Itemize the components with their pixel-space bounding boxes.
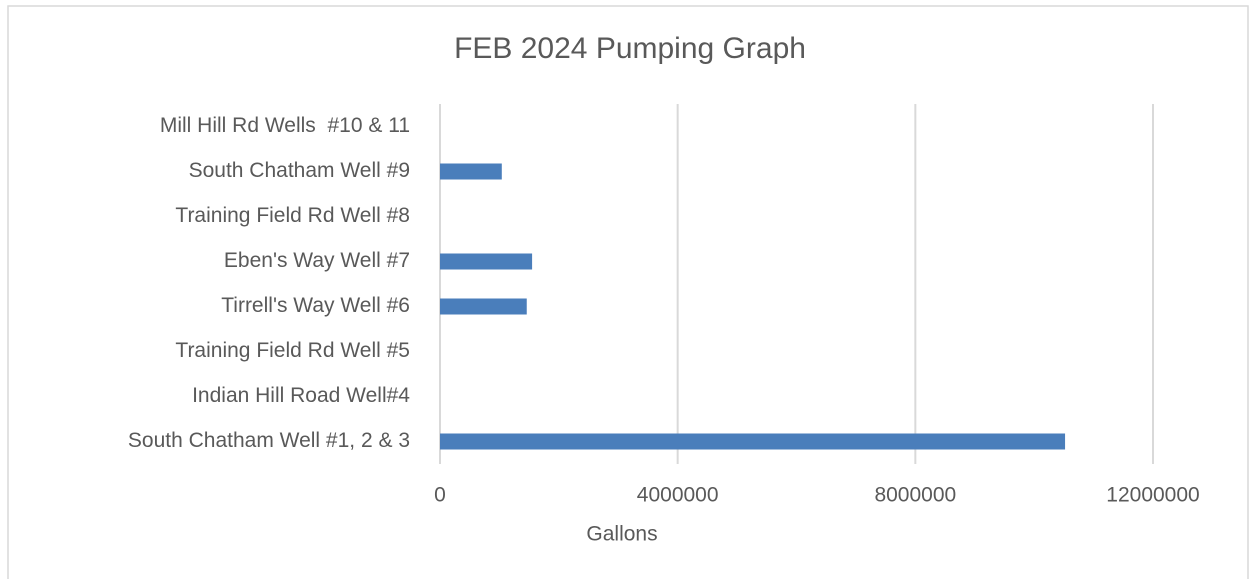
x-tick-label: 8000000 — [874, 484, 956, 507]
x-axis-title: Gallons — [586, 523, 657, 546]
x-tick-label: 0 — [434, 484, 446, 507]
bar — [440, 433, 1066, 450]
chart-border — [7, 5, 1249, 579]
chart-title: FEB 2024 Pumping Graph — [454, 32, 806, 65]
y-tick-label: Eben's Way Well #7 — [224, 249, 410, 272]
y-tick-label: South Chatham Well #9 — [189, 159, 410, 182]
bar — [440, 253, 533, 270]
y-tick-label: Mill Hill Rd Wells #10 & 11 — [160, 114, 410, 137]
bar — [440, 163, 502, 180]
y-tick-label: Indian Hill Road Well#4 — [192, 384, 410, 407]
x-tick-label: 12000000 — [1106, 484, 1199, 507]
y-tick-label: Training Field Rd Well #5 — [175, 339, 410, 362]
y-tick-label: Tirrell's Way Well #6 — [221, 294, 410, 317]
y-tick-label: Training Field Rd Well #8 — [175, 204, 410, 227]
x-tick-label: 4000000 — [637, 484, 719, 507]
bar — [440, 298, 527, 315]
y-tick-label: South Chatham Well #1, 2 & 3 — [128, 429, 410, 452]
